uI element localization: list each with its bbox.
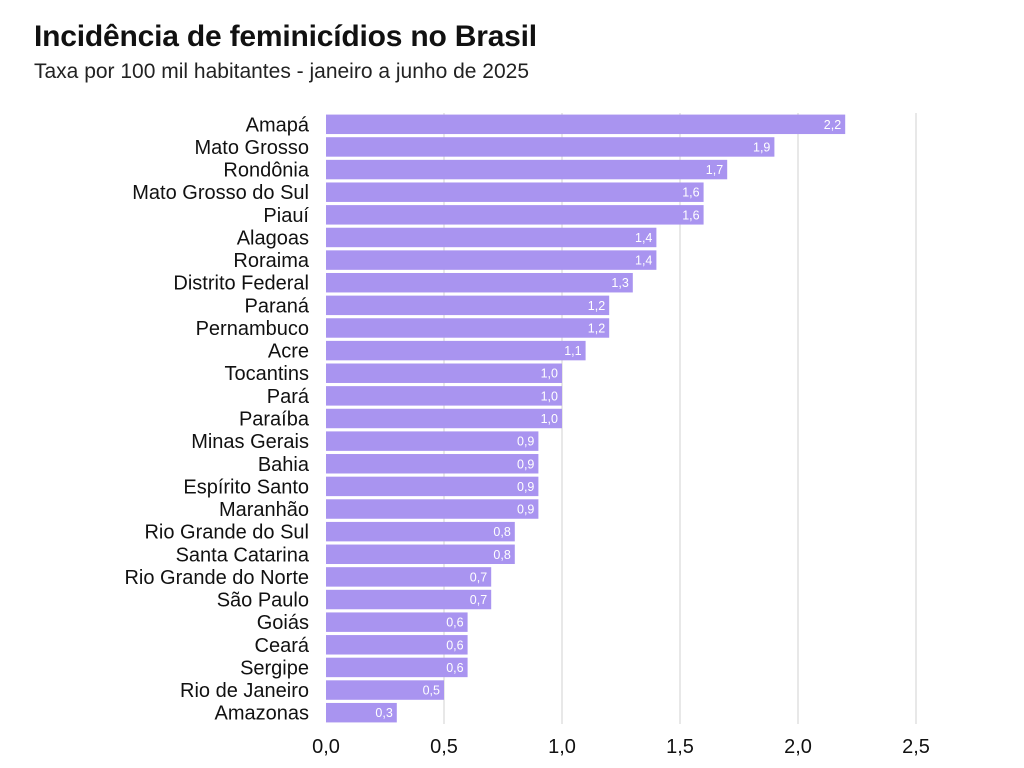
value-label: 0,6	[446, 661, 463, 675]
bar	[326, 657, 468, 678]
chart-subtitle: Taxa por 100 mil habitantes - janeiro a …	[34, 60, 529, 83]
bar	[326, 544, 515, 565]
category-label: Tocantins	[225, 363, 310, 385]
value-label: 0,7	[470, 593, 487, 607]
bar	[326, 454, 539, 474]
value-label: 0,5	[423, 684, 440, 698]
value-label: 1,3	[611, 276, 628, 290]
category-label: Sergipe	[240, 657, 309, 679]
category-label: Pernambuco	[196, 318, 309, 340]
bar	[326, 295, 610, 316]
category-label: Rondônia	[223, 160, 310, 182]
value-label: 0,8	[493, 525, 510, 539]
bar	[326, 431, 539, 451]
bar	[326, 318, 610, 338]
bar	[326, 182, 704, 202]
category-label: Goiás	[257, 612, 309, 634]
x-tick-label: 0,5	[430, 736, 458, 758]
category-label: Paraíba	[239, 409, 310, 431]
category-label: Alagoas	[237, 227, 309, 249]
value-label: 0,9	[517, 480, 534, 494]
category-label: Distrito Federal	[173, 273, 309, 295]
bar	[326, 363, 562, 383]
value-label: 1,0	[541, 412, 558, 426]
category-label: Rio de Janeiro	[180, 680, 309, 702]
bar	[326, 680, 444, 700]
bar	[326, 227, 657, 248]
x-tick-label: 1,5	[666, 736, 694, 758]
category-label: Pará	[267, 386, 310, 408]
value-label: 1,0	[541, 389, 558, 403]
category-label: Santa Catarina	[176, 544, 310, 566]
category-label: Amapá	[246, 114, 310, 136]
bar	[326, 137, 775, 157]
value-label: 0,7	[470, 570, 487, 584]
category-label: Rio Grande do Sul	[144, 522, 309, 544]
value-label: 1,1	[564, 344, 581, 358]
bar	[326, 340, 586, 361]
value-label: 1,7	[706, 163, 723, 177]
value-label: 0,6	[446, 638, 463, 652]
bar	[326, 386, 562, 406]
category-label: Espírito Santo	[183, 476, 309, 498]
category-label: Bahia	[258, 454, 310, 476]
bar	[326, 589, 492, 610]
category-label: Mato Grosso	[195, 137, 309, 159]
x-tick-label: 2,5	[902, 736, 930, 758]
bar	[326, 635, 468, 655]
value-label: 0,3	[375, 706, 392, 720]
bar	[326, 499, 539, 519]
value-label: 2,2	[824, 118, 841, 132]
bar	[326, 272, 633, 293]
bar	[326, 250, 657, 270]
category-label: Roraima	[233, 250, 309, 272]
category-label: Amazonas	[215, 703, 310, 725]
value-label: 1,2	[588, 321, 605, 335]
bar	[326, 476, 539, 497]
value-label: 1,4	[635, 254, 652, 268]
value-label: 0,6	[446, 616, 463, 630]
category-label: Piauí	[263, 205, 309, 227]
value-label: 0,9	[517, 435, 534, 449]
category-label: Maranhão	[219, 499, 309, 521]
category-label: Rio Grande do Norte	[124, 567, 309, 589]
category-label: Minas Gerais	[191, 431, 309, 453]
value-label: 0,9	[517, 457, 534, 471]
bar	[326, 408, 562, 429]
bar	[326, 702, 397, 723]
category-label: Ceará	[255, 635, 310, 657]
chart-title: Incidência de feminicídios no Brasil	[34, 20, 537, 53]
value-label: 1,9	[753, 140, 770, 154]
value-label: 1,6	[682, 208, 699, 222]
value-label: 1,4	[635, 231, 652, 245]
x-tick-label: 1,0	[548, 736, 576, 758]
bar	[326, 567, 492, 587]
value-label: 1,0	[541, 367, 558, 381]
value-label: 0,9	[517, 503, 534, 517]
bar	[326, 612, 468, 632]
x-tick-label: 0,0	[312, 736, 340, 758]
category-label: Paraná	[245, 295, 310, 317]
x-tick-label: 2,0	[784, 736, 812, 758]
bar	[326, 205, 704, 225]
value-label: 1,2	[588, 299, 605, 313]
category-label: São Paulo	[217, 590, 309, 612]
bar	[326, 159, 728, 180]
category-label: Mato Grosso do Sul	[132, 182, 309, 204]
bar	[326, 114, 846, 135]
value-label: 1,6	[682, 186, 699, 200]
value-label: 0,8	[493, 548, 510, 562]
bar	[326, 521, 515, 542]
category-label: Acre	[268, 341, 309, 363]
